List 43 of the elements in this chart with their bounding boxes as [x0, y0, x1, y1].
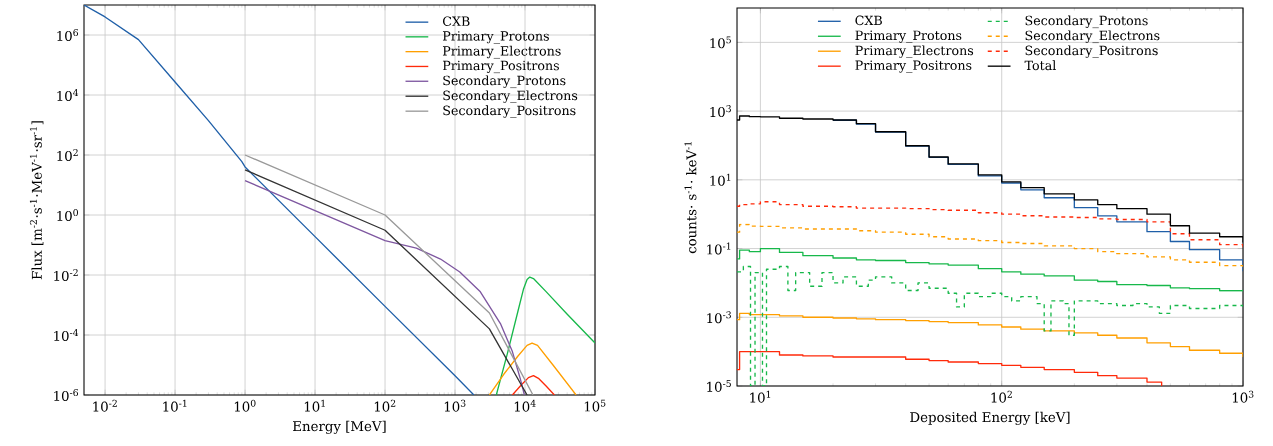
x-tick-label: 10$^{3}$ — [444, 399, 466, 412]
y-tick-label: 10$^{-1}$ — [707, 242, 731, 255]
legend-label: Secondary_Electrons — [1025, 30, 1160, 44]
x-axis-title: Energy [MeV] — [293, 420, 386, 434]
y-tick-label: 10$^{6}$ — [57, 29, 79, 41]
legend-label: Secondary_Protons — [1025, 15, 1148, 29]
text: Flux [m$^{-2}$·s$^{-1}$·MeV$^{-1}$·sr$^{-1}$] — [29, 121, 44, 280]
x-tick-label: 10$^{2}$ — [991, 390, 1012, 403]
x-tick-label: 10$^{0}$ — [234, 399, 256, 412]
y-tick-label: 10$^{2}$ — [57, 149, 78, 161]
legend-label: Primary_Electrons — [855, 45, 974, 59]
x-tick-label: 10$^{1}$ — [750, 390, 771, 403]
x-tick-label: 10$^{-2}$ — [93, 399, 117, 412]
y-tick-label: 10$^{1}$ — [710, 173, 731, 186]
legend-label: Primary_Positrons — [855, 60, 972, 73]
y-tick-label: 10$^{4}$ — [57, 89, 79, 101]
y-tick-label: 10$^{-4}$ — [54, 329, 79, 341]
y-tick-label: 10$^{0}$ — [57, 209, 78, 221]
legend-label: Primary_Positrons — [442, 60, 559, 74]
legend-label: CXB — [855, 15, 882, 26]
legend-label: Primary_Electrons — [442, 45, 561, 59]
y-tick-label: 10$^{3}$ — [710, 105, 731, 118]
legend-label: Secondary_Electrons — [443, 90, 578, 104]
legend-label: Primary_Protons — [855, 30, 962, 43]
x-tick-label: 10$^{3}$ — [1232, 390, 1254, 403]
y-tick-label: 10$^{-6}$ — [54, 389, 79, 401]
legend-label: Primary_Protons — [442, 31, 549, 44]
y-axis-title: counts· s$^{-1}$· keV$^{-1}$ — [684, 142, 697, 254]
legend-label: CXB — [442, 16, 470, 27]
legend-label: Secondary_Protons — [443, 75, 566, 89]
y-tick-label: 10$^{-3}$ — [707, 311, 731, 324]
y-tick-label: 10$^{-5}$ — [707, 380, 731, 392]
x-tick-label: 10$^{4}$ — [514, 399, 536, 412]
y-tick-label: 10$^{-2}$ — [54, 269, 78, 281]
x-tick-label: 10$^{5}$ — [584, 399, 606, 412]
x-tick-label: 10$^{1}$ — [304, 399, 325, 412]
x-tick-label: 10$^{-1}$ — [163, 399, 187, 412]
x-tick-label: 10$^{2}$ — [374, 399, 396, 412]
legend-label: Total — [1024, 60, 1056, 71]
y-tick-label: 10$^{5}$ — [710, 36, 731, 49]
legend-label: Secondary_Positrons — [1025, 45, 1158, 59]
legend-label: Secondary_Positrons — [443, 105, 576, 118]
x-axis-title: Deposited Energy [keV] — [910, 411, 1070, 425]
